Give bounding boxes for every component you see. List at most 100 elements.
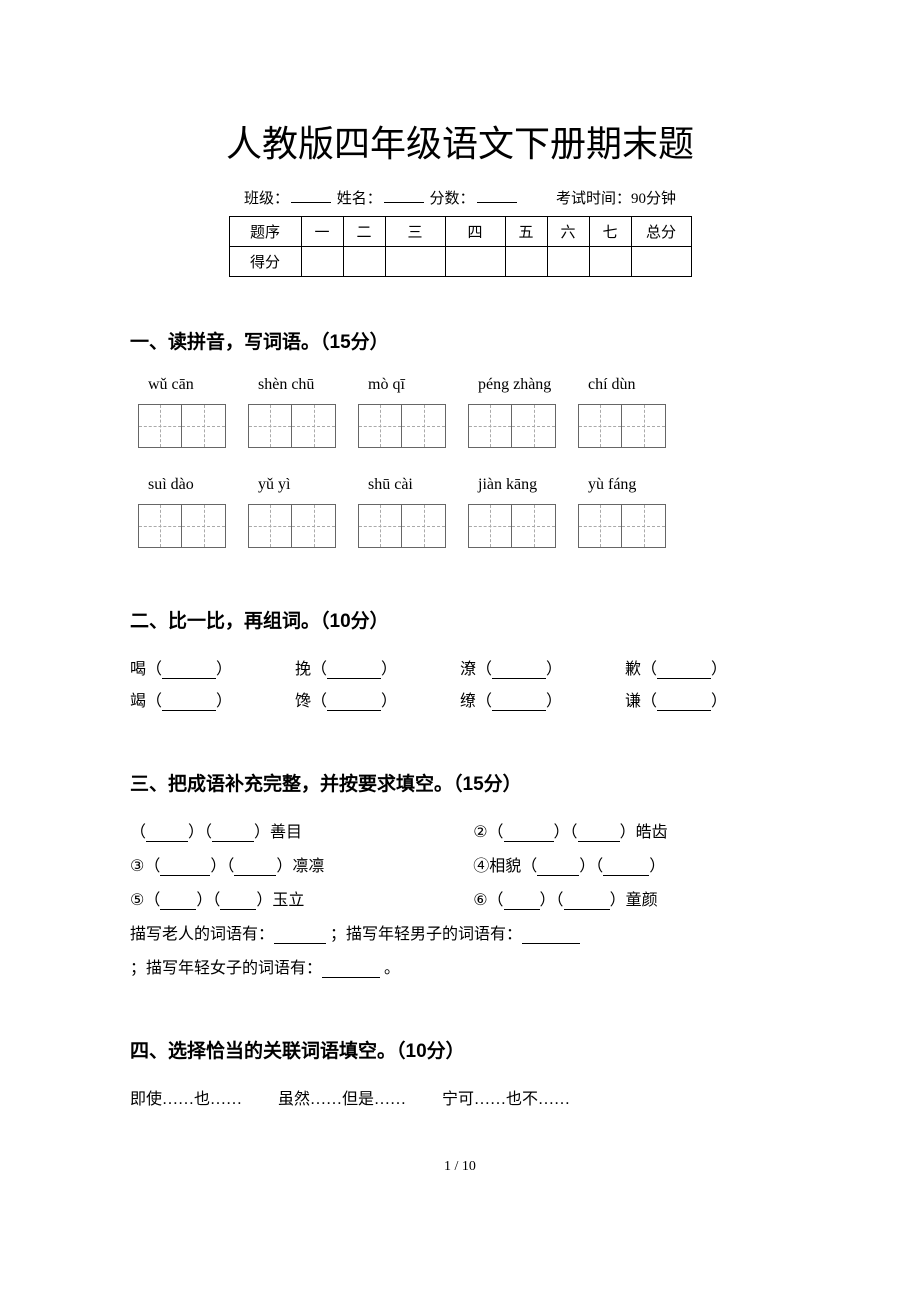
char-label: 潦（ <box>460 661 492 678</box>
idiom-blank[interactable] <box>578 826 620 842</box>
tianzi-pair[interactable] <box>248 404 336 448</box>
cat-blank[interactable] <box>322 962 380 978</box>
section-1-heading: 一、读拼音，写词语。（15分） <box>130 327 790 354</box>
score-table-row: 得分 <box>229 247 691 277</box>
th-seq: 题序 <box>229 217 301 247</box>
conj-option: 宁可……也不…… <box>442 1085 570 1109</box>
score-table: 题序 一 二 三 四 五 六 七 总分 得分 <box>229 216 692 277</box>
td-score-label: 得分 <box>229 247 301 277</box>
section-1: 一、读拼音，写词语。（15分） wǔ cān shèn chū mò qī pé… <box>130 327 790 548</box>
idiom-blank[interactable] <box>160 860 210 876</box>
cat-text: ；描写年轻男子的词语有： <box>326 926 522 943</box>
th-6: 六 <box>547 217 589 247</box>
category-line-2: ；描写年轻女子的词语有： 。 <box>130 954 790 978</box>
name-blank[interactable] <box>384 202 424 203</box>
idiom-blank[interactable] <box>564 894 610 910</box>
tianzi-pair[interactable] <box>468 404 556 448</box>
word-blank[interactable] <box>327 695 381 711</box>
score-cell-total[interactable] <box>631 247 691 277</box>
tianzi-pair[interactable] <box>138 404 226 448</box>
th-4: 四 <box>445 217 505 247</box>
idiom-row-3: ⑤（）（）玉立 ⑥（）（）童颜 <box>130 886 790 910</box>
idiom-text: ）（ <box>554 824 578 841</box>
th-1: 一 <box>301 217 343 247</box>
class-blank[interactable] <box>291 202 331 203</box>
cat-blank[interactable] <box>274 928 326 944</box>
score-cell-5[interactable] <box>505 247 547 277</box>
word-row-2: 竭（） 馋（） 缭（） 谦（） <box>130 687 790 711</box>
section-2: 二、比一比，再组词。（10分） 喝（） 挽（） 潦（） 歉（） 竭（） 馋（） … <box>130 606 790 711</box>
idiom-blank[interactable] <box>220 894 256 910</box>
idiom-text: ）皓齿 <box>620 824 668 841</box>
page-number: 1 / 10 <box>130 1159 790 1175</box>
idiom-blank[interactable] <box>212 826 254 842</box>
th-3: 三 <box>385 217 445 247</box>
idiom-row-1: （ ）（ ）善目 ②（ ）（ ）皓齿 <box>130 818 790 842</box>
char-label: 缭（ <box>460 693 492 710</box>
idiom-blank[interactable] <box>537 860 579 876</box>
idiom-text: ）善目 <box>254 824 302 841</box>
cat-blank[interactable] <box>522 928 580 944</box>
pinyin-row-2: suì dào yǔ yì shū cài jiàn kāng yù fáng <box>130 476 790 494</box>
score-cell-7[interactable] <box>589 247 631 277</box>
score-cell-4[interactable] <box>445 247 505 277</box>
section-4: 四、选择恰当的关联词语填空。（10分） 即使……也…… 虽然……但是…… 宁可…… <box>130 1036 790 1109</box>
score-table-header: 题序 一 二 三 四 五 六 七 总分 <box>229 217 691 247</box>
idiom-text: ）（ <box>188 824 212 841</box>
idiom-text: ）（ <box>210 858 234 875</box>
char-label: 竭（ <box>130 693 162 710</box>
pinyin-text: jiàn kāng <box>478 476 566 494</box>
idiom-blank[interactable] <box>146 826 188 842</box>
pinyin-row-1: wǔ cān shèn chū mò qī péng zhàng chí dùn <box>130 376 790 394</box>
tianzi-pair[interactable] <box>358 504 446 548</box>
score-cell-1[interactable] <box>301 247 343 277</box>
idiom-blank[interactable] <box>603 860 649 876</box>
score-cell-6[interactable] <box>547 247 589 277</box>
pinyin-text: suì dào <box>148 476 236 494</box>
pinyin-text: yǔ yì <box>258 476 346 494</box>
word-blank[interactable] <box>327 663 381 679</box>
score-cell-2[interactable] <box>343 247 385 277</box>
cat-text: ；描写年轻女子的词语有： <box>130 960 322 977</box>
conj-option: 虽然……但是…… <box>278 1085 406 1109</box>
idiom-text: ）童颜 <box>610 892 658 909</box>
word-blank[interactable] <box>162 663 216 679</box>
idiom-text: ）玉立 <box>256 892 304 909</box>
th-7: 七 <box>589 217 631 247</box>
section-3: 三、把成语补充完整，并按要求填空。（15分） （）（）善目 ②（）（）皓齿 ③（… <box>130 769 790 978</box>
idiom-text: ⑥（ <box>473 892 503 909</box>
char-label: 歉（ <box>625 661 657 678</box>
th-5: 五 <box>505 217 547 247</box>
score-cell-3[interactable] <box>385 247 445 277</box>
category-line-1: 描写老人的词语有： ；描写年轻男子的词语有： <box>130 920 790 944</box>
tianzi-pair[interactable] <box>468 504 556 548</box>
idiom-text: （ <box>130 824 146 841</box>
word-blank[interactable] <box>162 695 216 711</box>
meta-line: 班级： 姓名： 分数： 考试时间：90分钟 <box>130 187 790 208</box>
idiom-blank[interactable] <box>504 894 540 910</box>
score-blank[interactable] <box>477 202 517 203</box>
tianzi-pair[interactable] <box>578 404 666 448</box>
idiom-text: ②（ <box>473 824 503 841</box>
tianzi-pair[interactable] <box>578 504 666 548</box>
pinyin-text: yù fáng <box>588 476 676 494</box>
idiom-blank[interactable] <box>504 826 554 842</box>
pinyin-text: shèn chū <box>258 376 346 394</box>
idiom-text: ） <box>649 858 665 875</box>
char-label: 馋（ <box>295 693 327 710</box>
idiom-blank[interactable] <box>234 860 276 876</box>
word-blank[interactable] <box>657 695 711 711</box>
tianzi-pair[interactable] <box>248 504 336 548</box>
pinyin-text: shū cài <box>368 476 456 494</box>
tianzi-pair[interactable] <box>358 404 446 448</box>
section-3-heading: 三、把成语补充完整，并按要求填空。（15分） <box>130 769 790 796</box>
tianzi-row-2 <box>130 504 790 548</box>
cat-text: 描写老人的词语有： <box>130 926 274 943</box>
idiom-blank[interactable] <box>160 894 196 910</box>
tianzi-pair[interactable] <box>138 504 226 548</box>
word-blank[interactable] <box>492 695 546 711</box>
conj-option: 即使……也…… <box>130 1085 242 1109</box>
word-blank[interactable] <box>657 663 711 679</box>
word-blank[interactable] <box>492 663 546 679</box>
pinyin-text: wǔ cān <box>148 376 236 394</box>
